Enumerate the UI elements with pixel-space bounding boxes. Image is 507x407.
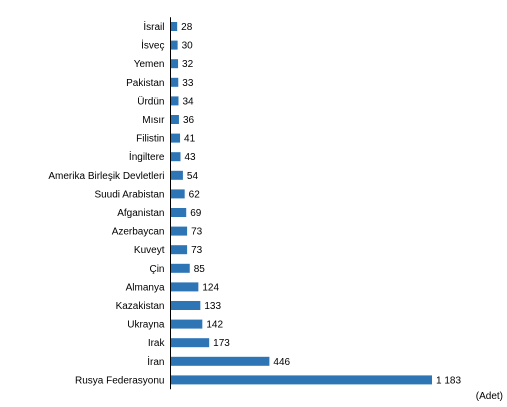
category-label: Irak (148, 338, 166, 349)
bar (171, 208, 187, 217)
bar (171, 226, 188, 236)
bar (171, 96, 179, 106)
value-label: 32 (182, 59, 194, 70)
bar (171, 301, 201, 310)
category-label: Çin (149, 264, 164, 275)
category-label: Azerbaycan (112, 227, 165, 238)
bar (171, 263, 190, 273)
value-label: 73 (191, 245, 203, 256)
bar (171, 319, 203, 329)
value-label: 69 (190, 208, 202, 219)
value-label: 62 (189, 189, 201, 200)
bar (171, 338, 210, 348)
category-label: İsveç (141, 39, 164, 52)
value-label: 1 183 (436, 375, 461, 386)
bar (171, 375, 432, 385)
category-label: Suudi Arabistan (94, 189, 164, 200)
unit-label: (Adet) (476, 391, 503, 402)
value-label: 43 (184, 152, 196, 163)
category-label: Pakistan (126, 78, 164, 89)
value-label: 142 (206, 320, 223, 331)
value-label: 446 (273, 357, 290, 368)
value-label: 34 (183, 96, 195, 107)
bar (171, 282, 199, 292)
value-label: 28 (181, 22, 193, 33)
category-label: Filistin (136, 134, 164, 145)
category-label: Kazakistan (116, 301, 165, 312)
value-label: 36 (183, 115, 195, 126)
value-label: 124 (202, 282, 219, 293)
value-label: 33 (182, 78, 194, 89)
category-labels-group: İsrail İsveç Yemen Pakistan Ürdün Mısır Filist… (48, 20, 165, 386)
bar (171, 40, 178, 50)
bar (171, 59, 179, 69)
category-label: Amerika Birleşik Devletleri (48, 171, 164, 182)
value-label: 85 (194, 264, 206, 275)
value-label: 30 (182, 41, 194, 52)
bars-group (171, 22, 432, 385)
bar (171, 245, 188, 255)
value-label: 73 (191, 227, 203, 238)
category-label: İsrail (143, 20, 164, 33)
category-label: Mısır (142, 115, 165, 126)
value-label: 41 (184, 134, 196, 145)
bar (171, 356, 270, 366)
category-label: Ukrayna (127, 320, 165, 331)
category-label: İran (147, 355, 164, 368)
category-label: İngiltere (129, 150, 165, 163)
bar (171, 133, 181, 143)
category-label: Almanya (126, 282, 165, 293)
value-label: 54 (187, 171, 199, 182)
bar (171, 77, 179, 87)
category-label: Rusya Federasyonu (75, 375, 165, 386)
bar (171, 170, 183, 180)
value-labels-group: 28 30 32 33 34 36 41 43 54 62 69 73 73 85 124 133 142 173… (181, 22, 461, 386)
category-label: Afganistan (117, 208, 164, 219)
category-label: Yemen (134, 59, 165, 70)
category-label: Kuveyt (134, 245, 165, 256)
category-label: Ürdün (137, 95, 164, 107)
bar (171, 22, 178, 31)
bar (171, 152, 181, 162)
bar (171, 189, 185, 199)
value-label: 133 (204, 301, 221, 312)
value-label: 173 (213, 338, 230, 349)
bar (171, 115, 179, 124)
